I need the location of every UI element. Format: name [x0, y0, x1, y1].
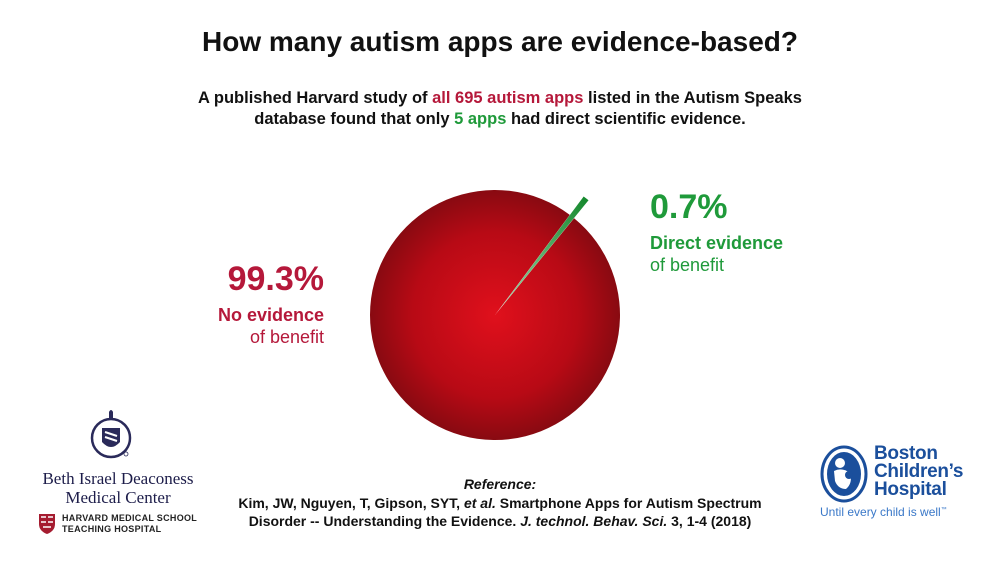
bch-trademark: ™: [940, 507, 947, 513]
direct-evidence-label: 0.7% Direct evidence of benefit: [650, 188, 783, 276]
pie-chart: [370, 190, 621, 441]
direct-evidence-text: Direct evidence: [650, 233, 784, 253]
bch-name: Boston Children’s Hospital: [874, 443, 964, 500]
no-evidence-percent: 99.3%: [227, 260, 324, 298]
hms-text: HARVARD MEDICAL SCHOOL TEACHING HOSPITAL: [62, 513, 197, 535]
reference-text: Smartphone Apps for Autism Spectrum: [495, 494, 762, 511]
bch-name-line-3: Hospital: [874, 479, 947, 500]
no-evidence-text: No evidence: [217, 305, 324, 325]
reference-journal: J. technol. Behav. Sci.: [520, 513, 668, 529]
bidmc-name-line-1: Beth Israel Deaconess: [42, 469, 194, 488]
no-evidence-label: 99.3% No evidence of benefit: [218, 260, 324, 348]
reference-line-2: Disorder -- Understanding the Evidence. …: [215, 512, 785, 531]
bidmc-seal-icon: [90, 410, 132, 459]
reference-etal: et al.: [463, 494, 496, 511]
reference-line-1: Kim, JW, Nguyen, T, Gipson, SYT, et al. …: [215, 494, 785, 513]
subtitle-highlight-green: 5 apps: [454, 110, 507, 128]
no-evidence-subtext: of benefit: [249, 327, 324, 347]
bidmc-logo: Beth Israel Deaconess Medical Center HAR…: [28, 408, 208, 535]
bch-tagline-text: Until every child is well: [820, 505, 941, 519]
bch-logo-row: Boston Children’s Hospital: [820, 443, 990, 503]
hms-shield-icon: [39, 514, 55, 534]
bch-name-line-1: Boston: [874, 443, 938, 464]
pie-slice-no-evidence: [370, 190, 621, 441]
bch-tagline: Until every child is well™: [820, 505, 990, 519]
subtitle-text: database found that only: [254, 110, 455, 128]
boston-childrens-logo: Boston Children’s Hospital Until every c…: [820, 443, 990, 519]
pie-slice-direct-evidence: [499, 196, 589, 309]
reference-text: Kim, JW, Nguyen, T, Gipson, SYT,: [238, 494, 464, 511]
bidmc-name: Beth Israel Deaconess Medical Center: [28, 469, 208, 507]
bch-name-line-2: Children’s: [874, 461, 964, 482]
reference-text: 3, 1-4 (2018): [667, 513, 752, 529]
hms-badge: HARVARD MEDICAL SCHOOL TEACHING HOSPITAL: [38, 513, 208, 535]
page-title: How many autism apps are evidence-based?: [202, 26, 798, 57]
reference-heading: Reference:: [463, 476, 537, 492]
subtitle-text: A published Harvard study of: [198, 89, 433, 107]
subtitle-text: had direct scientific evidence.: [506, 110, 746, 128]
bch-mother-child-icon: [820, 445, 868, 503]
hms-line-1: HARVARD MEDICAL SCHOOL: [62, 513, 198, 523]
bidmc-name-line-2: Medical Center: [65, 488, 171, 507]
direct-evidence-subtext: of benefit: [650, 255, 725, 275]
subtitle-highlight-red: all 695 autism apps: [432, 89, 584, 107]
hms-line-2: TEACHING HOSPITAL: [62, 524, 162, 534]
reference-text: Disorder -- Understanding the Evidence.: [248, 513, 521, 529]
reference-block: Reference: Kim, JW, Nguyen, T, Gipson, S…: [215, 475, 785, 531]
direct-evidence-percent: 0.7%: [650, 188, 728, 226]
subtitle: A published Harvard study of all 695 aut…: [150, 88, 850, 130]
subtitle-text: listed in the Autism Speaks: [583, 89, 802, 107]
